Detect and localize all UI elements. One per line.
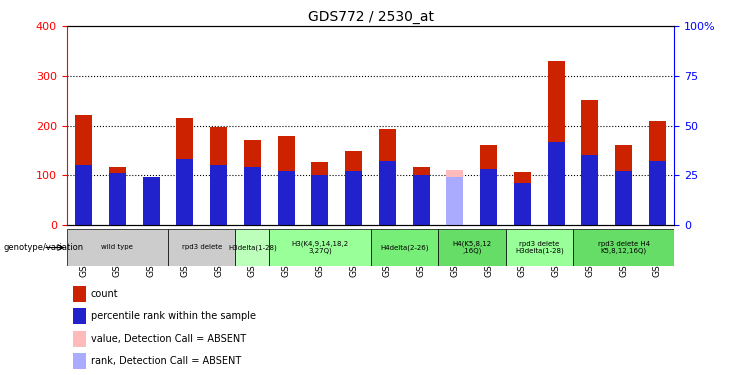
Bar	[244, 140, 261, 225]
FancyBboxPatch shape	[505, 229, 573, 266]
Bar	[514, 183, 531, 225]
Text: rpd3 delete H4
K5,8,12,16Q): rpd3 delete H4 K5,8,12,16Q)	[597, 241, 650, 254]
Bar	[75, 165, 92, 225]
Bar	[649, 161, 666, 225]
Bar	[278, 171, 295, 225]
Bar	[278, 136, 295, 225]
Bar	[582, 155, 599, 225]
Bar	[548, 61, 565, 225]
Bar	[109, 167, 126, 225]
Bar	[480, 144, 497, 225]
Text: H3delta(1-28): H3delta(1-28)	[228, 244, 276, 251]
Text: percentile rank within the sample: percentile rank within the sample	[91, 311, 256, 321]
Bar	[548, 141, 565, 225]
Bar	[413, 176, 430, 225]
Text: value, Detection Call = ABSENT: value, Detection Call = ABSENT	[91, 334, 246, 344]
FancyBboxPatch shape	[573, 229, 674, 266]
Bar	[176, 118, 193, 225]
Bar	[75, 115, 92, 225]
Bar	[210, 165, 227, 225]
FancyBboxPatch shape	[236, 229, 269, 266]
Bar	[480, 170, 497, 225]
Bar	[210, 127, 227, 225]
Bar	[514, 172, 531, 225]
Text: rpd3 delete: rpd3 delete	[182, 244, 222, 250]
Bar	[311, 176, 328, 225]
Bar	[615, 145, 632, 225]
Bar	[176, 159, 193, 225]
Text: rpd3 delete
H3delta(1-28): rpd3 delete H3delta(1-28)	[515, 241, 564, 254]
Bar	[311, 162, 328, 225]
FancyBboxPatch shape	[370, 229, 438, 266]
Bar	[379, 129, 396, 225]
Text: H4(K5,8,12
,16Q): H4(K5,8,12 ,16Q)	[452, 240, 491, 255]
Bar	[447, 170, 463, 225]
FancyBboxPatch shape	[438, 229, 505, 266]
Bar	[73, 331, 86, 347]
Text: genotype/variation: genotype/variation	[4, 243, 84, 252]
Bar	[345, 171, 362, 225]
Bar	[345, 151, 362, 225]
Bar	[73, 308, 86, 324]
FancyBboxPatch shape	[168, 229, 236, 266]
Text: H4delta(2-26): H4delta(2-26)	[380, 244, 428, 251]
Bar	[413, 167, 430, 225]
Bar	[109, 173, 126, 225]
Bar	[244, 167, 261, 225]
Text: rank, Detection Call = ABSENT: rank, Detection Call = ABSENT	[91, 356, 242, 366]
Bar	[615, 171, 632, 225]
Text: wild type: wild type	[102, 244, 133, 250]
Bar	[142, 180, 159, 225]
Bar	[73, 353, 86, 369]
Title: GDS772 / 2530_at: GDS772 / 2530_at	[308, 10, 433, 24]
FancyBboxPatch shape	[67, 229, 168, 266]
Bar	[73, 286, 86, 302]
Bar	[142, 177, 159, 225]
Text: H3(K4,9,14,18,2
3,27Q): H3(K4,9,14,18,2 3,27Q)	[291, 240, 348, 255]
Text: count: count	[91, 289, 119, 299]
Bar	[379, 161, 396, 225]
Bar	[582, 100, 599, 225]
Bar	[447, 177, 463, 225]
FancyBboxPatch shape	[269, 229, 370, 266]
Bar	[649, 121, 666, 225]
